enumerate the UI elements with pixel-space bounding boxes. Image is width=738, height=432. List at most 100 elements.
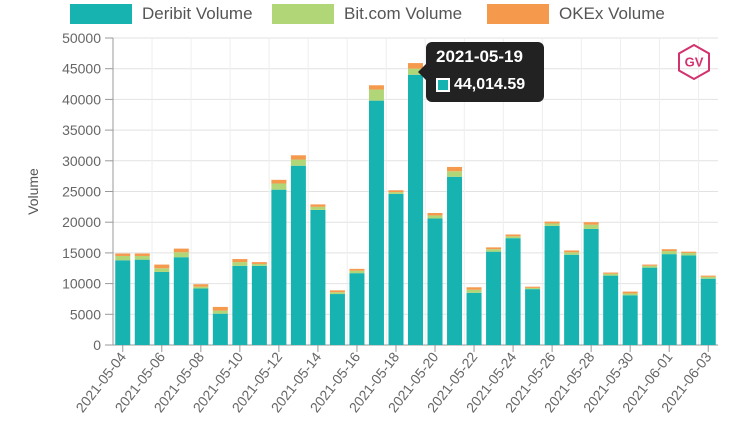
- bar-bitcom: [408, 68, 423, 75]
- bar-okex: [193, 284, 209, 287]
- bar-okex: [251, 262, 267, 264]
- bar-bitcom: [388, 192, 404, 194]
- bar-deribit: [193, 288, 209, 345]
- bar-bitcom: [525, 287, 541, 290]
- tooltip-row: 44,014.59: [436, 76, 525, 94]
- bar-okex: [486, 247, 502, 250]
- bar-okex: [173, 248, 189, 253]
- bar-bitcom: [154, 268, 170, 272]
- bar-deribit: [622, 295, 638, 345]
- bar-deribit: [329, 294, 345, 345]
- bar-okex: [681, 251, 697, 253]
- bar-deribit: [310, 209, 326, 345]
- bar-okex: [603, 272, 619, 274]
- bar-okex: [505, 234, 521, 237]
- bar-deribit: [115, 260, 131, 345]
- bar-bitcom: [251, 263, 267, 266]
- bar-okex: [466, 287, 482, 290]
- bar-okex: [583, 222, 599, 225]
- bar-okex: [329, 290, 345, 293]
- logo-text: GV: [685, 55, 704, 70]
- bar-okex: [310, 204, 326, 207]
- bar-deribit: [603, 275, 619, 345]
- tooltip-swatch: [436, 78, 450, 92]
- bar-deribit: [466, 292, 482, 345]
- bar-deribit: [447, 176, 463, 345]
- legend-item-bitcom[interactable]: Bit.com Volume: [272, 2, 462, 26]
- bar-okex: [700, 275, 716, 277]
- y-tick-label: 30000: [62, 153, 101, 169]
- bar-okex: [232, 259, 248, 263]
- bar-bitcom: [447, 171, 463, 177]
- legend-label-deribit: Deribit Volume: [142, 4, 253, 23]
- bar-bitcom: [212, 310, 228, 314]
- bar-okex: [388, 190, 404, 193]
- bar-okex: [564, 250, 580, 253]
- bar-deribit: [661, 254, 677, 345]
- bar-okex: [154, 264, 170, 269]
- gv-logo-icon: GV: [678, 44, 710, 80]
- bar-deribit: [349, 273, 365, 345]
- bar-bitcom: [232, 262, 248, 266]
- bar-okex: [447, 166, 463, 172]
- legend-swatch-bitcom: [272, 4, 334, 24]
- bar-deribit: [408, 74, 423, 345]
- bar-bitcom: [603, 273, 619, 276]
- bar-okex: [134, 253, 150, 256]
- bar-okex: [642, 264, 658, 266]
- bar-deribit: [427, 218, 443, 345]
- bar-okex: [427, 212, 443, 216]
- y-tick-label: 5000: [70, 306, 101, 322]
- bar-okex: [290, 155, 306, 160]
- bar-okex: [408, 63, 423, 69]
- bar-deribit: [564, 254, 580, 345]
- legend-swatch-okex: [487, 4, 549, 24]
- bar-deribit: [154, 271, 170, 345]
- bar-bitcom: [544, 223, 560, 226]
- bar-bitcom: [427, 215, 443, 219]
- bar-okex: [661, 249, 677, 252]
- bar-deribit: [212, 313, 228, 345]
- bar-deribit: [290, 165, 306, 345]
- y-tick-label: 25000: [62, 184, 101, 200]
- bar-deribit: [251, 265, 267, 345]
- bar-deribit: [700, 278, 716, 345]
- y-tick-label: 40000: [62, 91, 101, 107]
- y-axis-title: Volume: [25, 168, 41, 215]
- legend-item-deribit[interactable]: Deribit Volume: [70, 2, 253, 26]
- y-tick-label: 45000: [62, 61, 101, 77]
- bar-bitcom: [368, 89, 384, 101]
- bar-okex: [544, 221, 560, 224]
- bar-bitcom: [700, 276, 716, 279]
- bar-deribit: [368, 100, 384, 346]
- bar-bitcom: [290, 159, 306, 166]
- y-tick-label: 0: [93, 337, 101, 353]
- bar-bitcom: [193, 286, 209, 289]
- legend-swatch-deribit: [70, 4, 132, 24]
- bar-deribit: [271, 189, 287, 345]
- bar-bitcom: [329, 292, 345, 295]
- legend-label-okex: OKEx Volume: [559, 4, 665, 23]
- y-tick-label: 50000: [62, 30, 101, 46]
- bar-deribit: [388, 193, 404, 345]
- legend-label-bitcom: Bit.com Volume: [344, 4, 463, 23]
- bar-okex: [115, 253, 131, 256]
- bar-bitcom: [642, 265, 658, 268]
- bar-okex: [525, 286, 541, 288]
- bar-bitcom: [349, 270, 365, 274]
- bar-bitcom: [622, 293, 638, 296]
- legend-item-okex[interactable]: OKEx Volume: [487, 2, 665, 26]
- bar-bitcom: [583, 224, 599, 229]
- bar-okex: [271, 179, 287, 184]
- y-tick-label: 10000: [62, 276, 101, 292]
- tooltip-value: 44,014.59: [454, 76, 526, 93]
- bar-bitcom: [310, 206, 326, 210]
- y-tick-label: 35000: [62, 122, 101, 138]
- bar-bitcom: [505, 236, 521, 239]
- y-tick-label: 15000: [62, 245, 101, 261]
- bar-deribit: [642, 267, 658, 345]
- bar-bitcom: [115, 255, 131, 261]
- bar-deribit: [681, 255, 697, 345]
- bar-deribit: [232, 265, 248, 345]
- bar-deribit: [173, 257, 189, 345]
